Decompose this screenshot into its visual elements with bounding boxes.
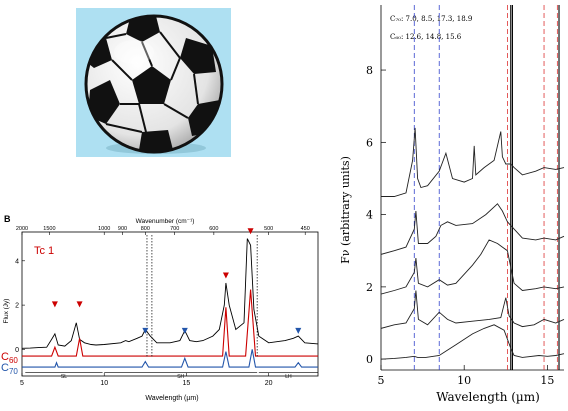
top-tick-label: 450 [301, 226, 310, 232]
y-tick-label: 2 [15, 303, 19, 310]
panel-label: B [4, 214, 11, 224]
top-tick-label: 1000 [98, 226, 110, 232]
x-tick-label: 10 [457, 374, 471, 387]
top-tick-label: 1500 [43, 226, 55, 232]
y-tick-label: 8 [366, 64, 373, 77]
plot-frame [21, 231, 319, 377]
top-axis-label: Wavenumber (cm⁻¹) [136, 218, 195, 225]
top-tick-label: 500 [264, 226, 273, 232]
x-tick-label: 5 [378, 374, 385, 387]
feature-arrow-marker [51, 301, 58, 308]
top-tick-label: 900 [118, 226, 127, 232]
x-axis-label: Wavelength (µm) [436, 390, 540, 404]
spectrum-line-c70 [22, 349, 318, 368]
spectrum-line-tc-1-spectrum [21, 238, 319, 349]
spectrum-line-spectrum-5 [381, 127, 565, 197]
y-tick-label: 2 [366, 281, 373, 294]
module-label: SH [177, 374, 184, 380]
top-tick-label: 2000 [16, 226, 28, 232]
tc1-spectrum-chart: B Wavenumber (cm⁻¹) Tc 1 Wavelength (µm)… [0, 214, 330, 406]
y-tick-label: 4 [15, 258, 19, 265]
tc1-spectrum-plot: B Wavenumber (cm⁻¹) Tc 1 Wavelength (µm)… [1, 214, 319, 402]
feature-arrow-marker [76, 301, 83, 308]
spectrum-line-c60 [22, 289, 318, 357]
spectrum-line-spectrum-2 [380, 290, 565, 329]
y-tick-label: 4 [366, 209, 373, 222]
module-label: SL [61, 374, 67, 380]
feature-arrow-marker [222, 272, 229, 279]
x-tick-label: 15 [540, 374, 554, 387]
feature-arrow-marker [181, 327, 188, 334]
y-axis-label: Flux (Jy) [3, 299, 10, 324]
x-tick-label: 5 [20, 380, 24, 387]
feature-arrow-marker [295, 327, 302, 334]
c60-annotation: C₆₀: 12.6, 14.8, 15.6 [390, 33, 462, 41]
feature-arrow-marker [247, 228, 254, 235]
spectrum-line-spectrum-1 [380, 324, 565, 360]
stacked-spectra-chart: Wavelength (µm) Fν (arbitrary units) C₇₀… [330, 0, 568, 406]
feature-arrow-marker [142, 327, 149, 334]
top-tick-label: 600 [209, 226, 218, 232]
spectrum-line-spectrum-3 [380, 239, 565, 295]
top-tick-label: 800 [141, 226, 150, 232]
soccer-ball-illustration [76, 8, 231, 157]
x-axis-label: Wavelength (µm) [145, 395, 198, 402]
top-tick-label: 700 [170, 226, 179, 232]
y-tick-label: 0 [366, 353, 373, 366]
stacked-spectra-plot: Wavelength (µm) Fν (arbitrary units) C₇₀… [339, 5, 565, 404]
c70-annotation: C₇₀: 7.0, 8.5, 17.3, 18.9 [390, 15, 472, 23]
y-axis-label: Fν (arbitrary units) [339, 156, 352, 264]
row-label-subscript: 60 [9, 356, 18, 365]
x-tick-label: 10 [100, 380, 108, 387]
spectrum-line-spectrum-4 [380, 203, 565, 255]
x-tick-label: 15 [183, 380, 191, 387]
y-tick-label: 6 [366, 136, 373, 149]
soccer-ball-icon [84, 14, 224, 154]
module-label: LH [285, 374, 292, 380]
y-tick-label: 0 [15, 347, 19, 354]
x-tick-label: 20 [265, 380, 273, 387]
chart-title: Tc 1 [34, 245, 54, 257]
row-label-subscript: 70 [9, 367, 18, 376]
